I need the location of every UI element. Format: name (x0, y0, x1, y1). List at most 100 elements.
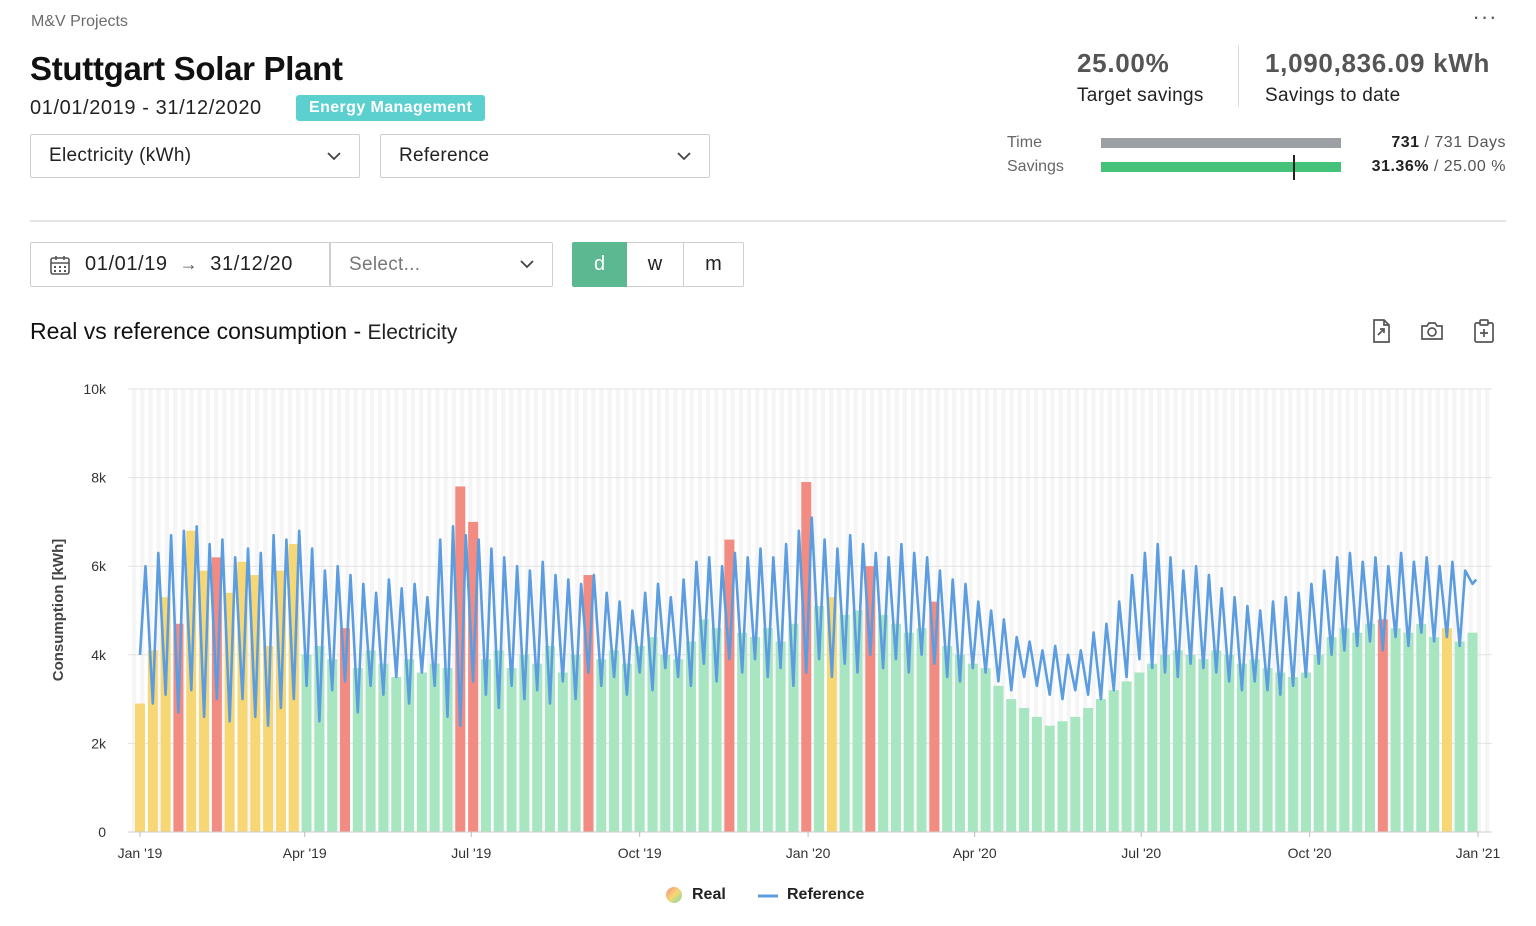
savings-progress-value: 31.36% / 25.00 % (1372, 158, 1506, 176)
real-bar (1031, 716, 1042, 832)
granularity-day-button[interactable]: d (572, 242, 627, 287)
real-bar (1134, 672, 1145, 832)
real-bar (570, 654, 581, 832)
target-savings-kpi: 25.00% Target savings (1077, 48, 1204, 107)
export-file-icon[interactable] (1368, 318, 1394, 344)
real-bar (173, 623, 184, 832)
time-progress-value: 731 / 731 Days (1391, 134, 1506, 152)
reference-series-line (138, 516, 1478, 727)
real-bar (263, 645, 274, 832)
real-bar (1416, 623, 1427, 832)
real-bar (660, 654, 671, 832)
real-bar (1095, 699, 1106, 832)
real-bar (826, 597, 837, 832)
real-bar (685, 641, 696, 832)
date-range-picker[interactable]: 01/01/19 → 31/12/20 (30, 242, 330, 287)
real-bar (493, 650, 504, 832)
real-bar (557, 672, 568, 832)
y-tick-label: 0 (98, 824, 106, 840)
real-bar (814, 606, 825, 832)
real-bar (519, 654, 530, 832)
real-bar (1198, 659, 1209, 832)
x-tick-label: Jan '19 (118, 845, 163, 861)
real-bar (147, 650, 158, 832)
arrow-right-icon: → (179, 254, 199, 274)
real-bar (429, 663, 440, 832)
real-bar (1288, 676, 1299, 832)
category-badge: Energy Management (296, 95, 486, 121)
calendar-icon (50, 255, 70, 275)
legend-reference[interactable]: Reference (757, 886, 864, 904)
energy-type-select[interactable]: Electricity (kWh) (30, 134, 360, 178)
legend-real[interactable]: Real (665, 886, 726, 904)
real-bar (1365, 623, 1376, 832)
x-tick-label: Jul '19 (451, 845, 491, 861)
real-bar (532, 663, 543, 832)
real-bar (673, 659, 684, 832)
y-tick-label: 6k (91, 558, 107, 574)
time-progress-bar (1101, 138, 1341, 148)
date-to[interactable]: 31/12/20 (210, 253, 293, 275)
breadcrumb[interactable]: M&V Projects (31, 13, 128, 30)
granularity-month-button[interactable]: m (684, 242, 744, 287)
x-tick-label: Jan '21 (1456, 845, 1501, 861)
real-bar (1044, 725, 1055, 832)
reference-select[interactable]: Reference (380, 134, 710, 178)
real-bar (698, 619, 709, 832)
y-axis-label: Consumption [kWh] (50, 539, 67, 681)
chevron-down-icon (327, 151, 341, 160)
real-bar (1070, 716, 1081, 832)
savings-to-date-kpi: 1,090,836.09 kWh Savings to date (1265, 48, 1490, 107)
real-bar (340, 628, 351, 832)
camera-icon[interactable] (1419, 318, 1445, 344)
savings-progress-fill (1101, 162, 1341, 172)
real-bar (1441, 628, 1452, 832)
real-bar (404, 659, 415, 832)
real-bar (314, 645, 325, 832)
x-tick-label: Jul '20 (1121, 845, 1161, 861)
granularity-week-button[interactable]: w (627, 242, 684, 287)
real-bar (365, 650, 376, 832)
date-from[interactable]: 01/01/19 (85, 253, 168, 275)
real-bar (1275, 672, 1286, 832)
real-bar (903, 632, 914, 832)
chart-title-separator: - (347, 318, 368, 344)
real-bar (1352, 632, 1363, 832)
clipboard-add-icon[interactable] (1471, 318, 1497, 344)
real-bar (1313, 654, 1324, 832)
real-bar (1160, 654, 1171, 832)
real-bar (762, 628, 773, 832)
more-options-button[interactable]: ··· (1472, 4, 1498, 29)
real-bar (929, 601, 940, 832)
energy-type-value: Electricity (kWh) (49, 145, 192, 166)
period-select[interactable]: Select... (330, 242, 553, 287)
chevron-down-icon (520, 260, 534, 269)
real-bar (647, 637, 658, 832)
reference-legend-swatch (758, 894, 778, 898)
real-bar (596, 659, 607, 832)
real-bar (852, 610, 863, 832)
y-tick-label: 8k (91, 470, 107, 486)
time-progress-fill (1101, 138, 1341, 148)
savings-target-marker (1293, 155, 1295, 180)
chart-title-text: Real vs reference consumption (30, 318, 348, 344)
real-bar (1390, 628, 1401, 832)
real-bar (442, 668, 453, 832)
real-legend-swatch (666, 887, 682, 903)
period-select-placeholder: Select... (349, 253, 421, 275)
real-bar (160, 597, 171, 832)
real-bar (750, 637, 761, 832)
y-tick-label: 2k (91, 735, 107, 751)
real-bar (480, 659, 491, 832)
savings-progress-bar (1101, 155, 1341, 180)
real-bar (545, 645, 556, 832)
real-bar (506, 668, 517, 832)
project-date-range: 01/01/2019 - 31/12/2020 (30, 97, 262, 119)
real-bar (455, 486, 466, 832)
legend-real-label: Real (692, 886, 726, 903)
x-tick-label: Apr '20 (953, 845, 997, 861)
real-bar (1121, 681, 1132, 832)
time-progress-label: Time (1007, 134, 1042, 151)
real-bar (621, 663, 632, 832)
real-bar (1172, 650, 1183, 832)
